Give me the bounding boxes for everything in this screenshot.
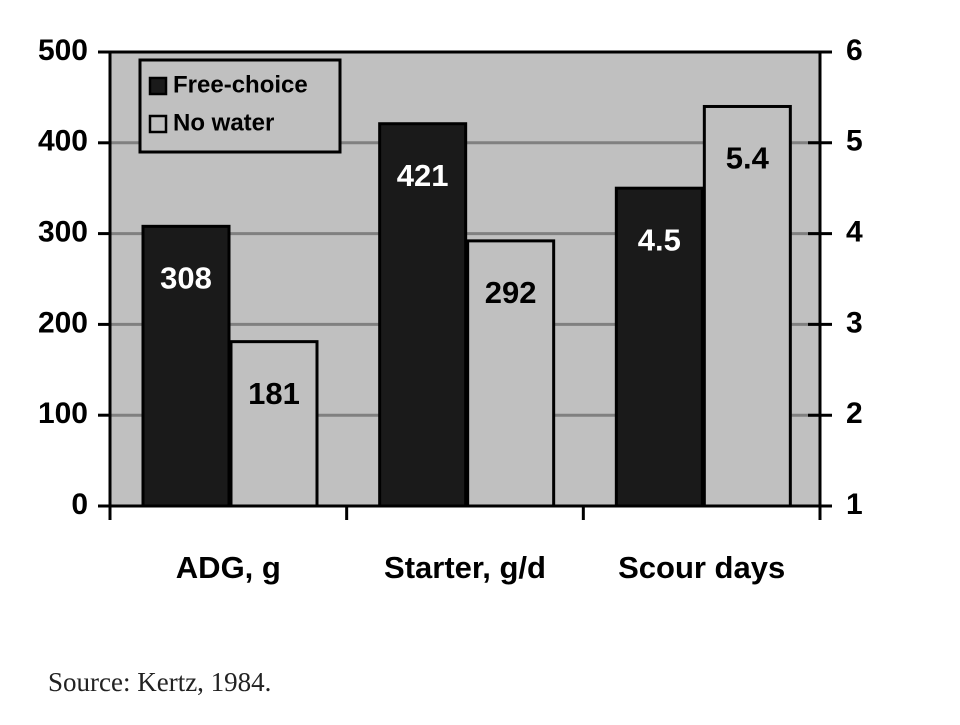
- y-tick-label: 300: [38, 216, 88, 249]
- bar: [614, 186, 704, 508]
- bar-value-label: 421: [397, 158, 449, 193]
- plot-border: [108, 50, 822, 508]
- y2-tick-label: 2: [846, 397, 863, 430]
- y-tick-label: 400: [38, 125, 88, 158]
- x-tick-label: Scour days: [618, 550, 785, 585]
- legend-label: No water: [173, 109, 274, 136]
- x-tick-label: Starter, g/d: [384, 550, 546, 585]
- bar: [378, 122, 468, 508]
- bar: [466, 239, 556, 508]
- legend-label: Free-choice: [173, 71, 308, 98]
- bar-value-label: 292: [485, 275, 537, 310]
- y-tick-label: 200: [38, 306, 88, 339]
- y2-tick-label: 4: [846, 216, 863, 249]
- bar: [702, 104, 792, 508]
- legend-box: [138, 58, 342, 154]
- legend-swatch: [148, 114, 168, 134]
- y2-tick-label: 1: [846, 488, 863, 521]
- bar-value-label: 5.4: [726, 141, 770, 176]
- y-tick-label: 100: [38, 397, 88, 430]
- bar-value-label: 4.5: [638, 222, 681, 257]
- source-note: Source: Kertz, 1984.: [48, 667, 271, 697]
- y-tick-label: 500: [38, 34, 88, 67]
- bar-value-label: 308: [160, 261, 212, 296]
- y2-tick-label: 6: [846, 34, 863, 67]
- y-tick-label: 0: [71, 488, 88, 521]
- y2-tick-label: 5: [846, 125, 863, 158]
- bar: [229, 340, 319, 508]
- bar-value-label: 181: [248, 376, 300, 411]
- legend-swatch: [148, 76, 168, 96]
- x-tick-label: ADG, g: [176, 550, 281, 585]
- y2-tick-label: 3: [846, 306, 863, 339]
- bar: [141, 224, 231, 508]
